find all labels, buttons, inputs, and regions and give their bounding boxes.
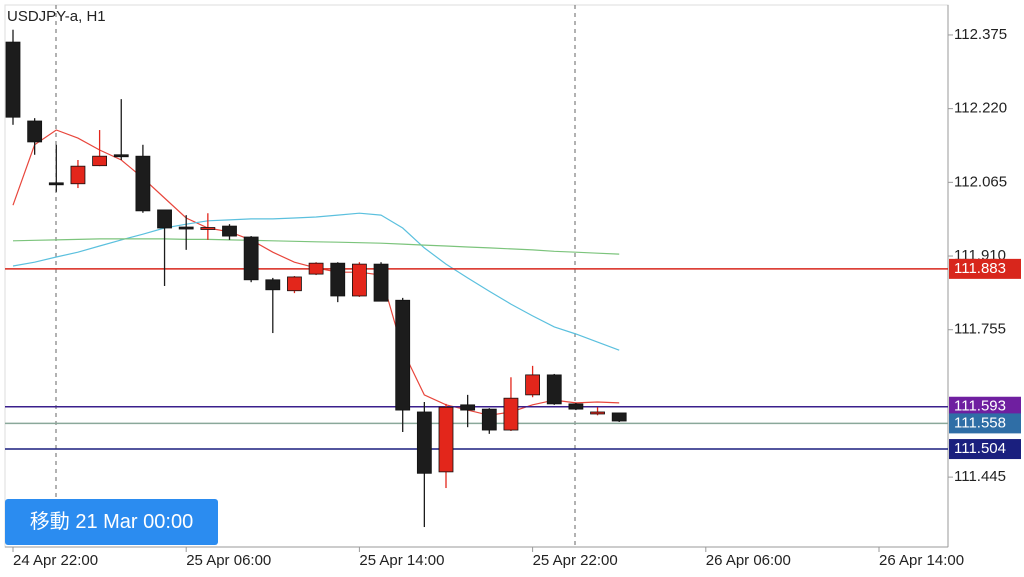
price-label: 111.504	[954, 440, 1006, 457]
moving-average	[12, 238, 620, 255]
candle-body	[395, 299, 411, 411]
x-tick-label: 24 Apr 22:00	[13, 552, 98, 569]
scroll-button[interactable]: 移動 21 Mar 00:00	[5, 499, 218, 545]
candle-body	[525, 374, 540, 396]
y-tick-label: 111.755	[954, 321, 1006, 338]
candle-body	[438, 406, 454, 473]
candle-body	[373, 263, 389, 302]
x-tick-label: 25 Apr 22:00	[533, 552, 618, 569]
price-label-bg	[949, 439, 1021, 460]
chart-title: USDJPY-a, H1	[7, 8, 106, 25]
y-tick-label: 112.375	[954, 26, 1007, 43]
candle-body	[243, 236, 259, 281]
candle-body	[5, 41, 21, 118]
candle-body	[460, 404, 476, 411]
candle-body	[113, 154, 129, 158]
candle-body	[27, 120, 43, 143]
plot-frame	[4, 4, 949, 548]
candle-body	[611, 412, 627, 422]
candle-body	[330, 262, 346, 297]
candle-body	[416, 411, 432, 474]
candle-body	[92, 155, 107, 167]
candle-body	[135, 155, 151, 212]
price-label-bg	[949, 413, 1021, 434]
candle-body	[157, 209, 172, 229]
candle-body	[546, 374, 562, 405]
price-label: 111.593	[954, 398, 1006, 415]
candle-body	[503, 397, 519, 431]
candle-body	[222, 225, 237, 237]
x-tick-label: 25 Apr 14:00	[359, 552, 444, 569]
y-tick-label: 112.065	[954, 173, 1007, 190]
x-tick-label: 26 Apr 06:00	[706, 552, 791, 569]
candle-body	[200, 227, 216, 230]
x-tick-label: 26 Apr 14:00	[879, 552, 964, 569]
candle-body	[481, 408, 497, 431]
y-tick-label: 112.220	[954, 100, 1007, 117]
price-label-bg	[949, 258, 1021, 279]
price-label: 111.558	[954, 414, 1006, 431]
candle-body	[308, 262, 324, 275]
x-tick-label: 25 Apr 06:00	[186, 552, 271, 569]
candle-body	[48, 182, 64, 186]
candle-body	[351, 263, 367, 297]
candle-body	[568, 403, 584, 410]
y-tick-label: 111.445	[954, 468, 1006, 485]
price-label-bg	[949, 396, 1021, 417]
candle-body	[70, 165, 86, 185]
candle-body	[590, 411, 605, 415]
candle-body	[178, 226, 194, 230]
moving-average	[12, 212, 620, 351]
price-label: 111.883	[954, 260, 1006, 277]
candle-body	[265, 279, 281, 291]
candle-body	[287, 276, 302, 292]
